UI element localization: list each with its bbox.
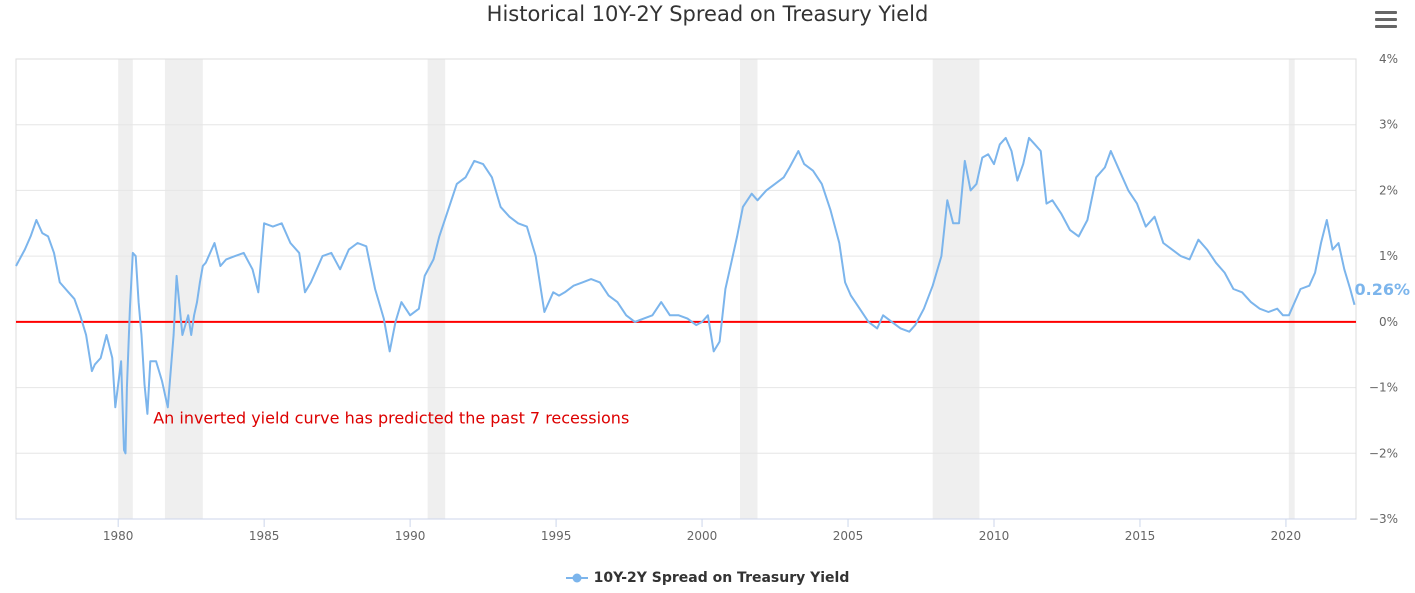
plot-frame [15, 58, 1357, 520]
y-tick-label: −3% [1369, 512, 1398, 526]
x-tick-label: 2020 [1271, 529, 1302, 543]
y-tick-label: 3% [1379, 118, 1398, 132]
x-tick-label: 2015 [1125, 529, 1156, 543]
y-axis: −3% −2% −1% 0% 1% 2% 3% 4% [1369, 52, 1398, 526]
x-axis: 1980 1985 1990 1995 2000 2005 2010 2015 2020 [16, 518, 1356, 543]
recession-bands [118, 59, 1295, 519]
y-tick-label: −1% [1369, 381, 1398, 395]
y-tick-label: 2% [1379, 183, 1398, 197]
y-tick-label: 4% [1379, 52, 1398, 66]
y-tick-label: 0% [1379, 315, 1398, 329]
chart-menu-button[interactable] [1373, 7, 1399, 33]
recession-band [1288, 59, 1295, 519]
legend-line-icon [565, 573, 588, 583]
legend-item[interactable]: 10Y-2Y Spread on Treasury Yield [565, 570, 850, 586]
y-tick-label: 1% [1379, 249, 1398, 263]
series-line-10y-2y-spread[interactable] [15, 136, 1356, 455]
recession-band [740, 59, 758, 519]
recession-band [932, 59, 980, 519]
last-value-label: 0.26% [1354, 280, 1410, 299]
legend-label: 10Y-2Y Spread on Treasury Yield [593, 570, 850, 586]
menu-icon-bar [1375, 18, 1397, 21]
x-tick-label: 1995 [541, 529, 572, 543]
menu-icon-bar [1375, 11, 1397, 14]
grid-lines [16, 58, 1356, 520]
x-tick-label: 2010 [979, 529, 1010, 543]
annotation-text: An inverted yield curve has predicted th… [153, 409, 629, 428]
legend: 10Y-2Y Spread on Treasury Yield [0, 570, 1415, 588]
x-tick-label: 1985 [249, 529, 280, 543]
x-tick-label: 2000 [687, 529, 718, 543]
y-tick-label: −2% [1369, 446, 1398, 460]
recession-band [164, 59, 203, 519]
x-tick-label: 1980 [103, 529, 134, 543]
menu-icon-bar [1375, 25, 1397, 28]
chart-title: Historical 10Y-2Y Spread on Treasury Yie… [486, 2, 929, 26]
x-tick-label: 2005 [833, 529, 864, 543]
recession-band [427, 59, 446, 519]
x-tick-label: 1990 [395, 529, 426, 543]
